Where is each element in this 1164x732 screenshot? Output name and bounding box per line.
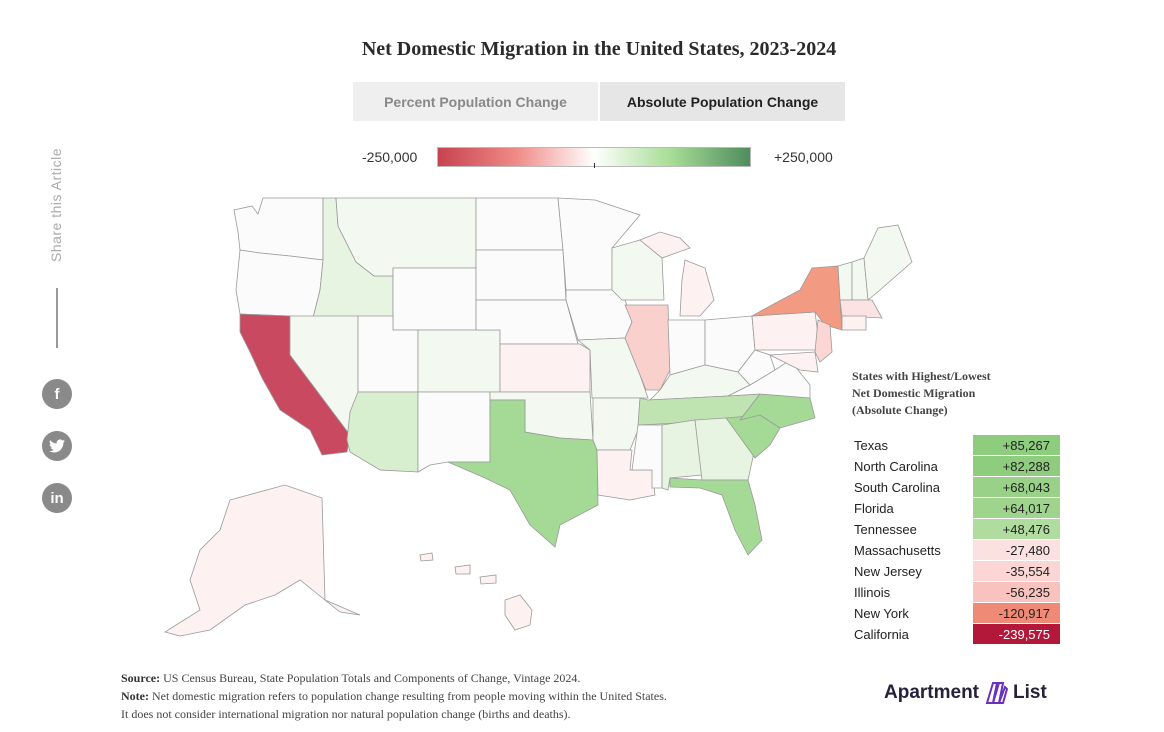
ranking-row: Massachusetts -27,480 — [852, 539, 1060, 561]
tab-absolute-change[interactable]: Absolute Population Change — [600, 82, 845, 121]
ranking-state: New Jersey — [852, 560, 973, 582]
ranking-value: -27,480 — [973, 539, 1060, 561]
state-florida[interactable] — [669, 477, 763, 556]
state-north-dakota[interactable] — [475, 197, 564, 251]
state-maryland[interactable] — [768, 351, 819, 373]
ranking-row: Illinois -56,235 — [852, 581, 1060, 603]
state-arizona[interactable] — [346, 391, 419, 473]
ranking-state: New York — [852, 602, 973, 624]
twitter-icon[interactable] — [42, 431, 72, 461]
state-west-virginia[interactable] — [737, 349, 776, 386]
ranking-heading-line2: Net Domestic Migration — [852, 386, 976, 400]
ranking-heading-line3: (Absolute Change) — [852, 403, 948, 417]
ranking-value: -35,554 — [973, 560, 1060, 582]
state-alaska[interactable] — [164, 484, 361, 637]
ranking-row: North Carolina +82,288 — [852, 455, 1060, 477]
state-massachusetts[interactable] — [839, 299, 883, 319]
ranking-row: Texas +85,267 — [852, 435, 1060, 456]
ranking-value: -239,575 — [973, 623, 1060, 645]
ranking-row: Florida +64,017 — [852, 497, 1060, 519]
source-label: Source: — [121, 671, 161, 685]
share-divider — [56, 288, 58, 348]
state-kansas[interactable] — [499, 343, 591, 393]
ranking-heading: States with Highest/Lowest Net Domestic … — [852, 368, 1062, 419]
ranking-row: New Jersey -35,554 — [852, 560, 1060, 582]
state-new-jersey[interactable] — [814, 319, 833, 363]
ranking-row: New York -120,917 — [852, 602, 1060, 624]
state-new-mexico[interactable] — [417, 391, 491, 473]
logo-text-right: List — [1013, 682, 1047, 703]
chart-title: Net Domestic Migration in the United Sta… — [361, 38, 837, 60]
ranking-state: Texas — [852, 435, 973, 456]
ranking-value: +48,476 — [973, 518, 1060, 540]
ranking-row: Tennessee +48,476 — [852, 518, 1060, 540]
apartment-list-logo[interactable]: Apartment List — [884, 679, 1047, 707]
state-hawaii-islands[interactable] — [419, 552, 497, 585]
ranking-state: Illinois — [852, 581, 973, 603]
logo-text-left: Apartment — [884, 682, 980, 703]
note-label: Note: — [121, 689, 149, 703]
linkedin-icon[interactable]: in — [42, 483, 72, 513]
ranking-state: Tennessee — [852, 518, 973, 540]
state-michigan-upper[interactable] — [639, 231, 691, 259]
logo-mark-icon — [985, 682, 1009, 704]
state-connecticut[interactable] — [841, 315, 867, 331]
ranking-state: South Carolina — [852, 476, 973, 498]
state-arkansas[interactable] — [592, 397, 641, 451]
ranking-row: South Carolina +68,043 — [852, 476, 1060, 498]
state-south-dakota[interactable] — [475, 249, 567, 301]
note-text: Net domestic migration refers to populat… — [151, 689, 667, 703]
facebook-icon[interactable]: f — [42, 379, 72, 409]
state-new-york[interactable] — [751, 265, 843, 331]
ranking-value: +64,017 — [973, 497, 1060, 519]
chart-footer: Source: US Census Bureau, State Populati… — [121, 669, 667, 723]
view-tabs: Percent Population Change Absolute Popul… — [353, 82, 845, 121]
legend-midpoint-tick — [594, 163, 595, 168]
state-maine[interactable] — [863, 224, 913, 301]
ranking-table: Texas +85,267 North Carolina +82,288 South C… — [852, 435, 1060, 645]
ranking-heading-line1: States with Highest/Lowest — [852, 369, 991, 383]
state-hawaii[interactable] — [504, 594, 533, 631]
ranking-row: California -239,575 — [852, 623, 1060, 645]
ranking-state: Florida — [852, 497, 973, 519]
ranking-value: +68,043 — [973, 476, 1060, 498]
ranking-value: -56,235 — [973, 581, 1060, 603]
ranking-value: +85,267 — [973, 435, 1060, 456]
legend-min-label: -250,000 — [362, 149, 418, 165]
state-vermont[interactable] — [837, 261, 853, 301]
tab-percent-change[interactable]: Percent Population Change — [353, 82, 598, 121]
ranking-state: North Carolina — [852, 455, 973, 477]
state-oregon[interactable] — [235, 249, 324, 319]
ranking-value: +82,288 — [973, 455, 1060, 477]
ranking-state: Massachusetts — [852, 539, 973, 561]
state-pennsylvania[interactable] — [751, 311, 821, 351]
state-michigan[interactable] — [679, 259, 715, 317]
state-texas[interactable] — [447, 399, 599, 548]
state-wyoming[interactable] — [392, 267, 477, 331]
note-text-2: It does not consider international migra… — [121, 707, 571, 721]
source-text: US Census Bureau, State Population Total… — [163, 671, 581, 685]
state-colorado[interactable] — [417, 329, 501, 393]
ranking-state: California — [852, 623, 973, 645]
legend-max-label: +250,000 — [774, 149, 833, 165]
ranking-value: -120,917 — [973, 602, 1060, 624]
